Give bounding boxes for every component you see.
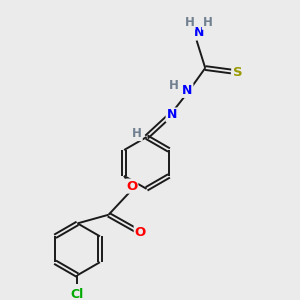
Text: O: O (126, 180, 137, 193)
Text: N: N (194, 26, 205, 39)
Text: N: N (182, 84, 193, 97)
Text: O: O (135, 226, 146, 238)
Text: H: H (169, 80, 178, 92)
Text: H: H (203, 16, 213, 29)
Text: Cl: Cl (71, 288, 84, 300)
Text: H: H (185, 16, 195, 29)
Text: H: H (132, 127, 142, 140)
Text: N: N (167, 109, 177, 122)
Text: S: S (232, 66, 242, 79)
